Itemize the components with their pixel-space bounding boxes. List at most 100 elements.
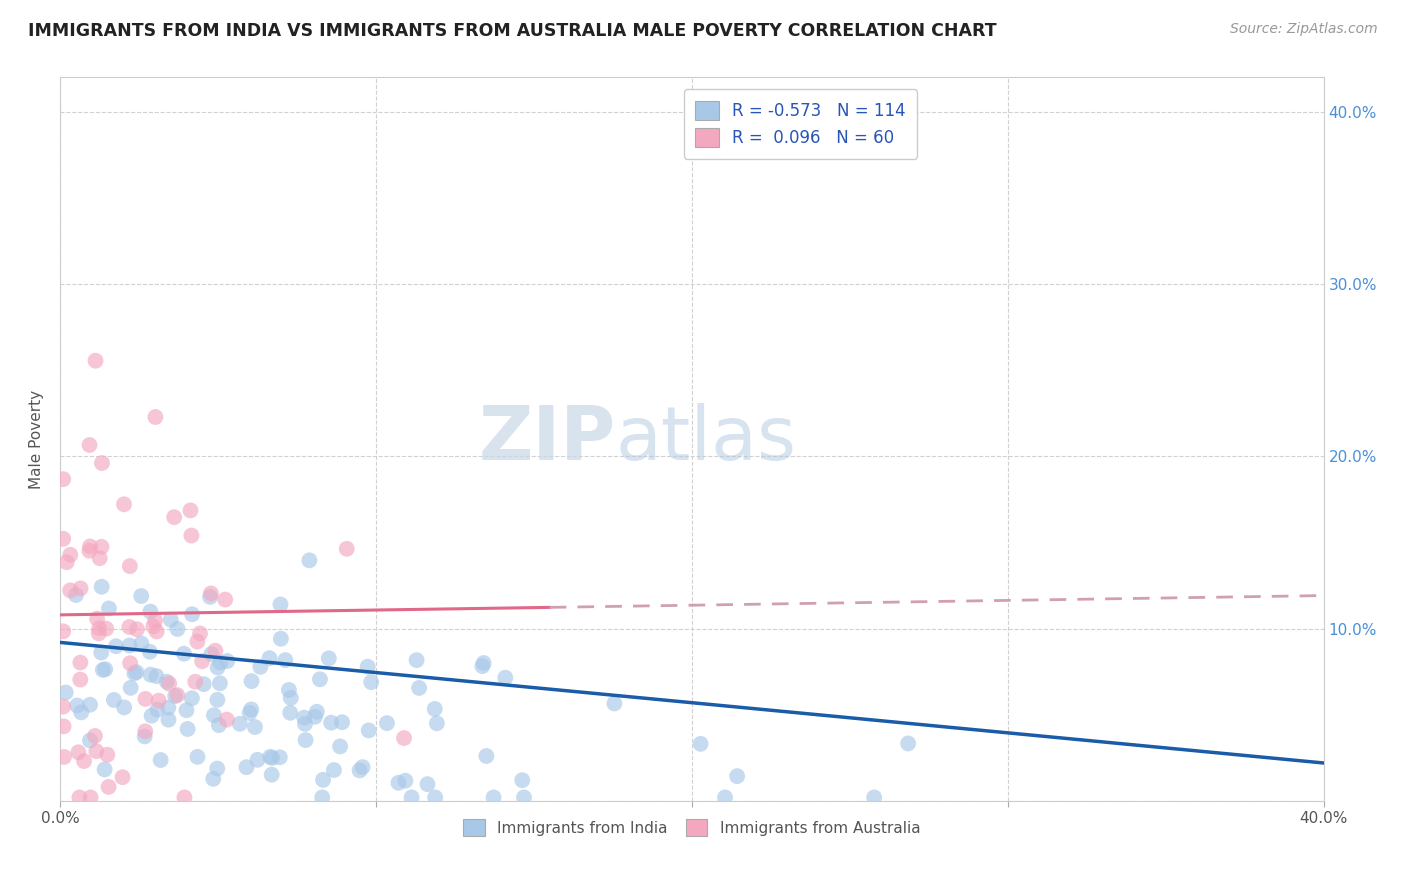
Point [79, 540, 101, 554]
Point [725, 769, 748, 783]
Point [79, 438, 101, 452]
Point [52, 532, 75, 546]
Point [173, 790, 195, 805]
Point [69, 673, 91, 687]
Point [304, 710, 326, 724]
Point [159, 613, 181, 627]
Point [163, 510, 186, 524]
Point [84, 729, 107, 743]
Point [89, 551, 111, 566]
Point [269, 750, 291, 764]
Point [94, 662, 117, 676]
Point [357, 659, 380, 673]
Point [145, 624, 167, 639]
Point [208, 718, 231, 732]
Point [120, 656, 142, 670]
Point [471, 659, 494, 673]
Y-axis label: Male Poverty: Male Poverty [30, 390, 44, 489]
Point [86, 744, 108, 758]
Point [482, 790, 505, 805]
Point [145, 669, 167, 683]
Point [280, 690, 302, 705]
Point [375, 716, 398, 731]
Point [312, 772, 335, 787]
Point [180, 691, 202, 706]
Point [59, 583, 82, 598]
Point [423, 702, 446, 716]
Point [79, 790, 101, 805]
Point [52, 624, 75, 639]
Point [125, 665, 148, 680]
Point [91, 456, 114, 470]
Point [416, 777, 439, 791]
Point [277, 683, 299, 698]
Point [270, 632, 292, 646]
Point [425, 790, 447, 805]
Point [134, 730, 156, 744]
Point [394, 773, 416, 788]
Point [330, 715, 353, 730]
Point [90, 540, 112, 554]
Point [298, 553, 321, 567]
Point [360, 675, 382, 690]
Point [52, 719, 75, 733]
Text: IMMIGRANTS FROM INDIA VS IMMIGRANTS FROM AUSTRALIA MALE POVERTY CORRELATION CHAR: IMMIGRANTS FROM INDIA VS IMMIGRANTS FROM… [28, 22, 997, 40]
Point [207, 762, 229, 776]
Point [139, 645, 162, 659]
Point [55, 555, 77, 569]
Point [176, 722, 198, 736]
Point [689, 737, 711, 751]
Point [52, 699, 75, 714]
Point [246, 753, 269, 767]
Point [112, 700, 135, 714]
Point [90, 646, 112, 660]
Point [146, 702, 169, 716]
Point [181, 607, 204, 622]
Point [260, 767, 283, 781]
Point [79, 543, 101, 558]
Point [321, 715, 343, 730]
Point [134, 724, 156, 739]
Point [208, 676, 231, 690]
Point [202, 772, 225, 786]
Point [235, 760, 257, 774]
Point [157, 700, 180, 714]
Point [87, 626, 110, 640]
Point [336, 541, 359, 556]
Point [269, 598, 291, 612]
Point [118, 620, 141, 634]
Point [259, 651, 281, 665]
Point [426, 716, 449, 731]
Point [510, 773, 533, 788]
Point [67, 745, 90, 759]
Point [67, 790, 90, 805]
Point [204, 643, 226, 657]
Legend: Immigrants from India, Immigrants from Australia: Immigrants from India, Immigrants from A… [456, 811, 928, 844]
Point [118, 639, 141, 653]
Point [318, 651, 340, 665]
Point [97, 780, 120, 794]
Point [73, 754, 96, 768]
Point [120, 681, 142, 695]
Point [79, 733, 101, 747]
Point [191, 654, 214, 668]
Point [513, 790, 536, 805]
Point [55, 685, 77, 699]
Point [239, 706, 262, 720]
Point [166, 688, 188, 702]
Point [278, 706, 301, 720]
Point [186, 634, 208, 648]
Point [111, 770, 134, 784]
Point [166, 622, 188, 636]
Point [243, 720, 266, 734]
Point [274, 653, 297, 667]
Point [145, 410, 167, 425]
Point [262, 751, 284, 765]
Point [357, 723, 380, 738]
Point [59, 548, 82, 562]
Point [193, 677, 215, 691]
Point [202, 708, 225, 723]
Point [118, 559, 141, 574]
Point [89, 621, 111, 635]
Point [349, 764, 371, 778]
